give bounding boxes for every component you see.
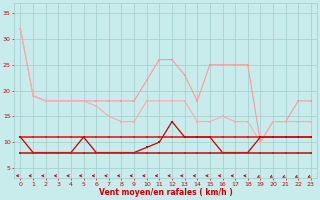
X-axis label: Vent moyen/en rafales ( km/h ): Vent moyen/en rafales ( km/h ) — [99, 188, 233, 197]
